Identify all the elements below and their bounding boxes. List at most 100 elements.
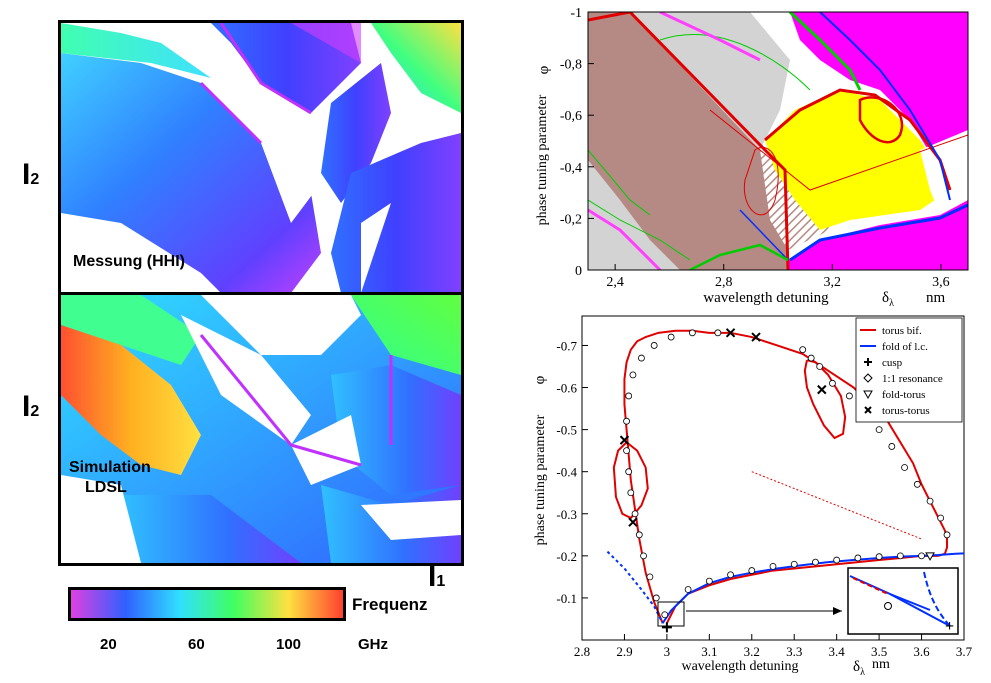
resonance-marker bbox=[661, 611, 669, 619]
bif-series-fold-5 bbox=[606, 550, 664, 624]
torus-torus-marker bbox=[628, 517, 638, 527]
bif-ytick-label: -0.4 bbox=[556, 465, 577, 480]
resonance-marker bbox=[875, 426, 883, 434]
blue-boundary-2 bbox=[819, 12, 951, 201]
red-thin-line bbox=[709, 109, 968, 191]
bif-legend: torus bif. fold of l.c. cusp 1:1 resonance f… bbox=[855, 317, 963, 423]
regions-chart-svg: 2,4 2,8 3,2 3,6 -1 -0,8 -0,6 -0,4 -0,2 0 waveleng… bbox=[535, 6, 969, 309]
resonance-marker bbox=[684, 586, 692, 593]
left-panel: Messung (HHI) bbox=[0, 0, 480, 678]
cusp-marker bbox=[661, 622, 672, 633]
bif-inset: + bbox=[847, 567, 959, 635]
colorbar bbox=[68, 587, 346, 621]
measured-map-image bbox=[61, 23, 461, 293]
regions-ytick-label: -0,4 bbox=[560, 161, 582, 176]
bifurcation-chart-svg: 2.8 2.9 3 3.1 3.2 3.3 3.4 3.5 3.6 3.7 -0.7 -0.6 -0.5… bbox=[532, 315, 973, 678]
bif-xtick-label: 3.4 bbox=[829, 644, 846, 659]
bif-xtick-label: 3.7 bbox=[956, 644, 973, 659]
blue-boundary bbox=[789, 203, 968, 262]
resonance-marker bbox=[799, 346, 807, 354]
legend-label: torus-torus bbox=[882, 405, 930, 417]
bif-axes: 2.8 2.9 3 3.1 3.2 3.3 3.4 3.5 3.6 3.7 -0.7 -0.6 -0.5… bbox=[556, 338, 972, 659]
yellow-region bbox=[765, 90, 950, 230]
resonance-marker bbox=[688, 329, 696, 337]
regions-ytick-label: -0,8 bbox=[560, 58, 582, 73]
resonance-marker bbox=[623, 417, 630, 425]
legend-label: fold-torus bbox=[882, 389, 925, 401]
colorbar-unit: GHz bbox=[358, 636, 388, 653]
legend-label: fold of l.c. bbox=[882, 341, 928, 353]
green-curve bbox=[788, 12, 862, 91]
red-loop bbox=[858, 96, 904, 144]
resonance-marker bbox=[640, 552, 647, 560]
red-thin-ellipse bbox=[743, 147, 779, 216]
magenta-line bbox=[588, 12, 761, 270]
colorbar-tick-20: 20 bbox=[100, 636, 117, 653]
bif-ytick-label: -0.2 bbox=[556, 549, 577, 564]
bif-xtick-label: 3.1 bbox=[701, 644, 717, 659]
inset-source-box bbox=[657, 601, 685, 627]
legend-swatch bbox=[863, 373, 873, 383]
resonance-marker bbox=[667, 333, 675, 341]
regions-ytick-label: -0,2 bbox=[560, 212, 582, 227]
resonance-marker bbox=[714, 329, 722, 337]
torus-torus-marker bbox=[751, 332, 761, 342]
regions-ytick-label: -0,6 bbox=[560, 109, 582, 124]
resonance-marker bbox=[901, 464, 908, 471]
resonance-marker bbox=[652, 594, 660, 602]
simulated-frequency-map: Simulation LDSL bbox=[58, 292, 464, 566]
resonance-marker bbox=[807, 354, 815, 362]
resonance-marker bbox=[635, 531, 643, 539]
resonance-marker bbox=[926, 497, 934, 505]
torus-torus-marker bbox=[725, 328, 736, 338]
bif-xtick-label: 3.5 bbox=[871, 644, 887, 659]
regions-xlabel: wavelength detuning bbox=[703, 290, 829, 306]
bif-xtick-label: 3.2 bbox=[744, 644, 760, 659]
green-bottom bbox=[689, 243, 789, 270]
resonance-marker bbox=[727, 571, 734, 579]
regions-xtick-label: 3,2 bbox=[824, 275, 842, 290]
regions-plot-frame bbox=[587, 11, 969, 271]
resonance-marker bbox=[748, 567, 756, 574]
resonance-marker bbox=[629, 371, 637, 379]
top-map-y-label: I2 bbox=[22, 158, 40, 191]
resonance-marker bbox=[845, 392, 853, 400]
legend-swatch bbox=[863, 390, 873, 400]
resonance-marker bbox=[769, 562, 777, 570]
resonance-marker bbox=[854, 554, 862, 562]
resonance-marker bbox=[638, 354, 645, 362]
colorbar-gradient bbox=[71, 590, 343, 618]
legend-swatch bbox=[864, 406, 872, 414]
regions-xtick-label: 2,4 bbox=[606, 275, 624, 290]
resonance-marker bbox=[937, 514, 945, 522]
simulated-map-label-line2: LDSL bbox=[85, 479, 127, 496]
regions-xunit: nm bbox=[926, 290, 946, 306]
bif-ytick-label: -0.3 bbox=[556, 507, 577, 522]
resonance-marker bbox=[918, 552, 925, 560]
green-thin bbox=[588, 34, 811, 261]
legend-label: torus bif. bbox=[882, 325, 922, 337]
regions-axes: 2,4 2,8 3,2 3,6 -1 -0,8 -0,6 -0,4 -0,2 0 bbox=[560, 6, 950, 290]
resonance-marker bbox=[888, 443, 896, 450]
resonance-marker bbox=[646, 573, 654, 581]
resonance-marker bbox=[705, 577, 713, 585]
bif-series-torus-3 bbox=[803, 359, 847, 440]
resonance-marker bbox=[875, 553, 883, 561]
regions-xtick-label: 2,8 bbox=[715, 275, 733, 290]
bif-yvar: φ bbox=[532, 375, 548, 384]
resonance-marker bbox=[650, 342, 658, 349]
regions-chart: 2,4 2,8 3,2 3,6 -1 -0,8 -0,6 -0,4 -0,2 0 waveleng… bbox=[520, 0, 991, 310]
magenta-region-bottom bbox=[788, 200, 968, 270]
bif-xvar: δλ bbox=[853, 659, 865, 678]
bifurcation-chart: 2.8 2.9 3 3.1 3.2 3.3 3.4 3.5 3.6 3.7 -0.7 -0.6 -0.5… bbox=[520, 310, 991, 678]
regions-xtick-label: 3,6 bbox=[932, 275, 950, 290]
torus-torus-marker bbox=[619, 435, 630, 445]
legend-label: cusp bbox=[882, 357, 903, 369]
bif-ytick-label: -0.5 bbox=[556, 423, 577, 438]
resonance-marker bbox=[625, 392, 633, 400]
colorbar-title: Frequenz bbox=[352, 595, 428, 614]
bif-ytick-label: -0.1 bbox=[556, 591, 577, 606]
resonance-marker bbox=[790, 560, 798, 568]
regions-ytick-label: 0 bbox=[575, 264, 582, 279]
regions-plot-area bbox=[588, 12, 968, 270]
